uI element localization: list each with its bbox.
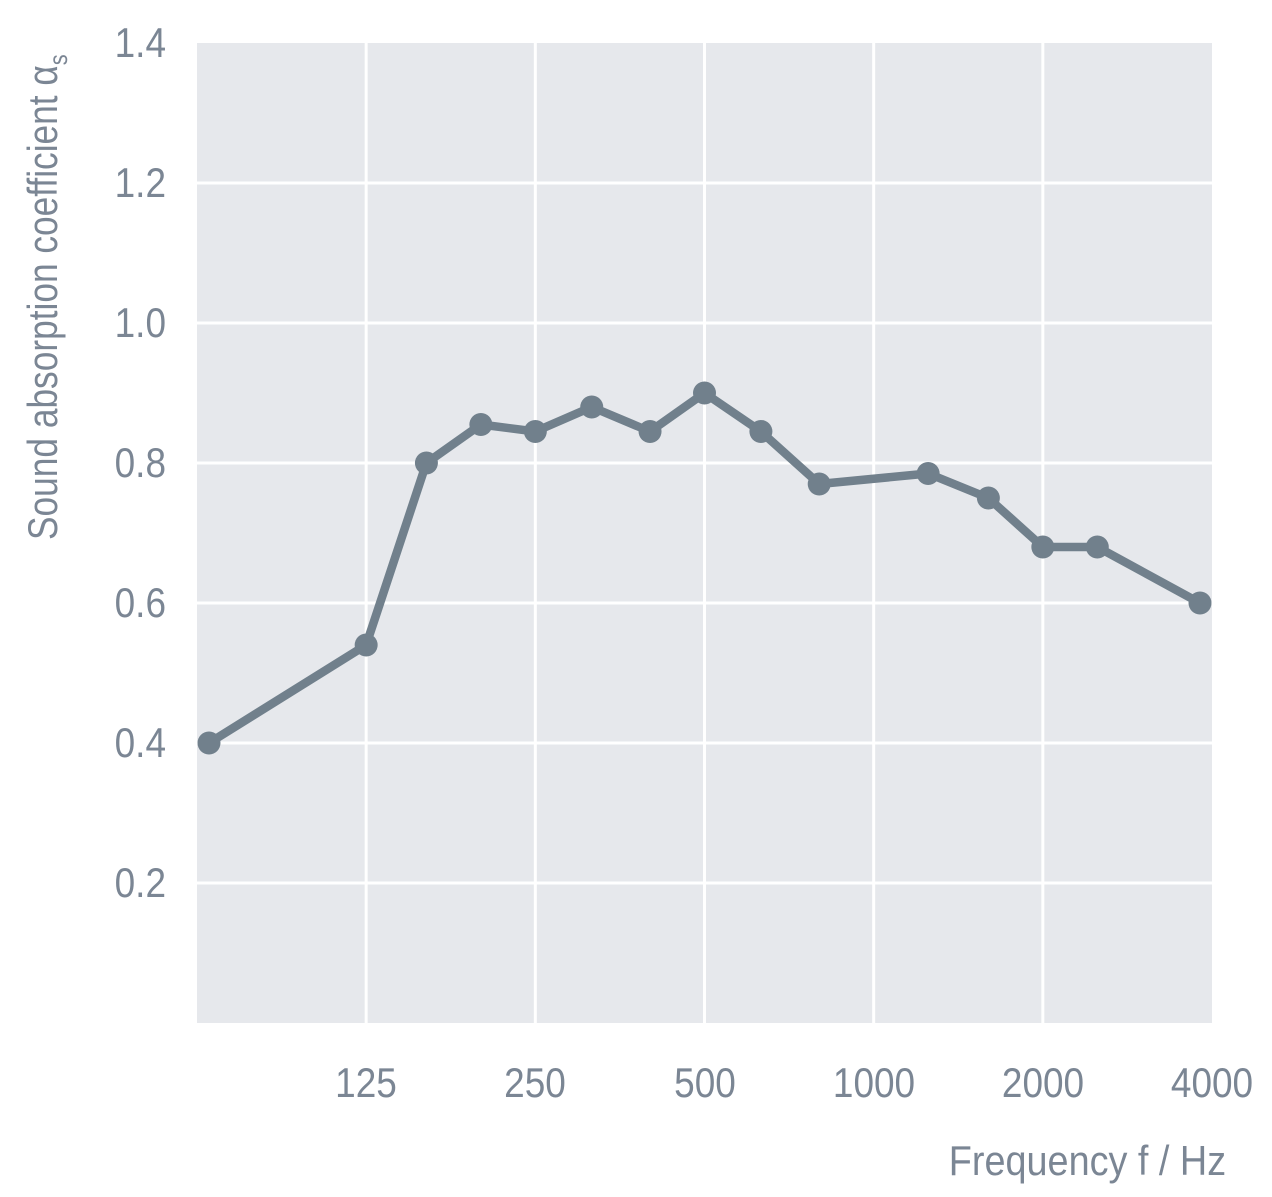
data-point-800hz bbox=[807, 472, 831, 496]
y-tick-label-1.2: 1.2 bbox=[114, 159, 166, 206]
data-point-4000hz bbox=[1188, 591, 1212, 615]
x-tick-label-2000: 2000 bbox=[1001, 1059, 1084, 1106]
data-point-2000hz bbox=[1031, 535, 1055, 559]
y-axis-tick-labels: 1.4 1.2 1.0 0.8 0.6 0.4 0.2 bbox=[0, 0, 166, 1197]
y-tick-label-0.8: 0.8 bbox=[114, 439, 166, 486]
x-tick-label-4000: 4000 bbox=[1170, 1059, 1254, 1106]
data-point-500hz bbox=[693, 381, 716, 405]
y-tick-label-0.6: 0.6 bbox=[114, 579, 166, 626]
x-axis-title: Frequency f / Hz bbox=[948, 1137, 1226, 1184]
data-point-1250hz bbox=[916, 462, 940, 485]
x-tick-label-1000: 1000 bbox=[832, 1059, 915, 1106]
x-tick-label-250: 250 bbox=[504, 1059, 567, 1106]
chart-canvas bbox=[197, 43, 1212, 1023]
data-point-250hz bbox=[523, 420, 547, 443]
data-point-1600hz bbox=[976, 486, 1000, 510]
plot-area bbox=[197, 43, 1212, 1023]
y-tick-label-0.4: 0.4 bbox=[114, 719, 166, 766]
y-tick-label-1.4: 1.4 bbox=[114, 19, 166, 66]
data-point-630hz bbox=[749, 420, 773, 443]
data-point-400hz bbox=[638, 420, 662, 443]
data-point-315hz bbox=[580, 395, 604, 419]
y-tick-label-0.2: 0.2 bbox=[114, 859, 166, 906]
data-point-200hz bbox=[469, 413, 493, 436]
x-tick-label-125: 125 bbox=[335, 1059, 397, 1106]
x-tick-label-500: 500 bbox=[673, 1059, 736, 1106]
y-tick-label-1.0: 1.0 bbox=[114, 299, 166, 346]
data-point-160hz bbox=[414, 451, 438, 475]
data-point-125hz bbox=[354, 633, 378, 657]
data-point-2500hz bbox=[1085, 535, 1109, 559]
data-point-63hz bbox=[197, 731, 221, 755]
